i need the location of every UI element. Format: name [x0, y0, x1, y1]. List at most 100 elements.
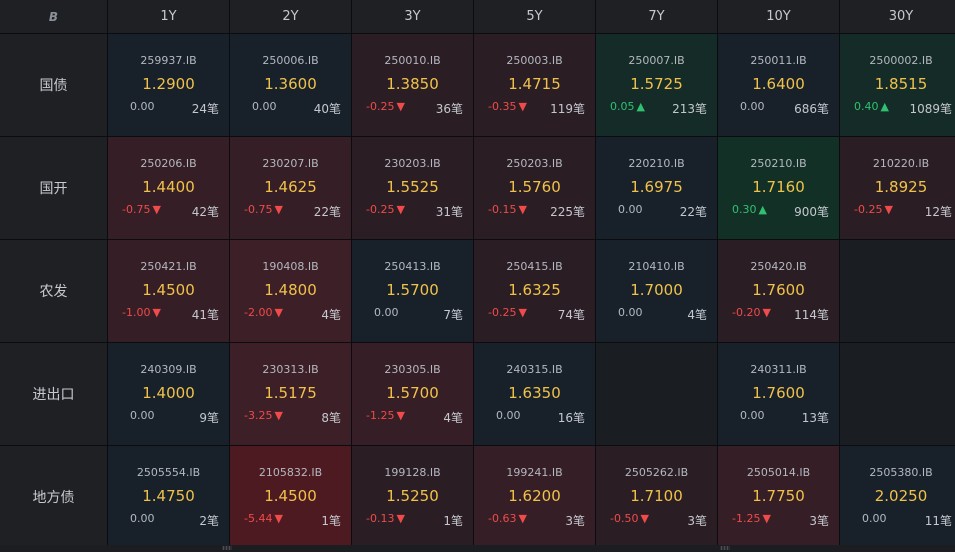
- bond-code: 210220.IB: [872, 157, 930, 170]
- trade-count: 3笔: [809, 514, 829, 528]
- quote-cell[interactable]: 250003.IB 1.4715 -0.35 ▼ 119笔: [474, 34, 595, 136]
- quote-cell[interactable]: 240309.IB 1.4000 0.00 9笔: [108, 343, 229, 445]
- quote-cell[interactable]: 250413.IB 1.5700 0.00 7笔: [352, 240, 473, 342]
- quote-cell[interactable]: 250415.IB 1.6325 -0.25 ▼ 74笔: [474, 240, 595, 342]
- trade-count: 4笔: [687, 308, 707, 322]
- yield-change: -0.15 ▼: [488, 203, 527, 216]
- quote-cell[interactable]: 199241.IB 1.6200 -0.63 ▼ 3笔: [474, 446, 595, 548]
- trade-count: 900笔: [794, 205, 829, 219]
- yield-value: 1.4400: [142, 178, 195, 196]
- quote-cell[interactable]: 259937.IB 1.2900 0.00 24笔: [108, 34, 229, 136]
- quote-cell[interactable]: 199128.IB 1.5250 -0.13 ▼ 1笔: [352, 446, 473, 548]
- down-arrow-icon: ▼: [274, 306, 283, 319]
- trade-count: 4笔: [443, 411, 463, 425]
- yield-value: 1.4500: [142, 281, 195, 299]
- change-value: -1.00: [122, 306, 151, 319]
- quote-cell[interactable]: 210220.IB 1.8925 -0.25 ▼ 12笔: [840, 137, 955, 239]
- quote-cell[interactable]: 240311.IB 1.7600 0.00 13笔: [718, 343, 839, 445]
- row-label: 农发: [0, 240, 107, 342]
- change-value: 0.40: [854, 100, 879, 113]
- change-value: 0.00: [374, 306, 399, 319]
- bond-code: 230203.IB: [384, 157, 441, 170]
- yield-value: 1.4000: [142, 384, 195, 402]
- down-arrow-icon: ▼: [518, 306, 527, 319]
- quote-cell[interactable]: 190408.IB 1.4800 -2.00 ▼ 4笔: [230, 240, 351, 342]
- quote-cell[interactable]: 240315.IB 1.6350 0.00 16笔: [474, 343, 595, 445]
- down-arrow-icon: ▼: [762, 512, 771, 525]
- yield-value: 1.5760: [508, 178, 561, 196]
- yield-change: 0.00: [740, 409, 765, 422]
- down-arrow-icon: ▼: [518, 512, 527, 525]
- change-value: 0.00: [740, 100, 765, 113]
- bond-code: 250010.IB: [384, 54, 441, 67]
- bond-code: 250210.IB: [750, 157, 807, 170]
- trade-count: 41笔: [191, 308, 219, 322]
- yield-change: -2.00 ▼: [244, 306, 283, 319]
- quote-cell[interactable]: 2105832.IB 1.4500 -5.44 ▼ 1笔: [230, 446, 351, 548]
- quote-cell[interactable]: 2505262.IB 1.7100 -0.50 ▼ 3笔: [596, 446, 717, 548]
- empty-quote-cell: [596, 343, 717, 445]
- yield-value: 1.4500: [264, 487, 317, 505]
- tenor-header-1y[interactable]: 1Y: [108, 0, 229, 33]
- yield-change: 0.00: [252, 100, 277, 113]
- quote-cell[interactable]: 230203.IB 1.5525 -0.25 ▼ 31笔: [352, 137, 473, 239]
- quote-cell[interactable]: 220210.IB 1.6975 0.00 22笔: [596, 137, 717, 239]
- quote-cell[interactable]: 250007.IB 1.5725 0.05 ▲ 213笔: [596, 34, 717, 136]
- change-value: -3.25: [244, 409, 273, 422]
- trade-count: 31笔: [435, 205, 463, 219]
- change-value: -0.75: [122, 203, 151, 216]
- quote-cell[interactable]: 2505554.IB 1.4750 0.00 2笔: [108, 446, 229, 548]
- tenor-header-7y[interactable]: 7Y: [596, 0, 717, 33]
- yield-change: -0.25 ▼: [854, 203, 893, 216]
- yield-change: -3.25 ▼: [244, 409, 283, 422]
- quote-cell[interactable]: 250420.IB 1.7600 -0.20 ▼ 114笔: [718, 240, 839, 342]
- tenor-header-10y[interactable]: 10Y: [718, 0, 839, 33]
- trade-count: 1089笔: [909, 102, 952, 116]
- yield-change: -1.25 ▼: [366, 409, 405, 422]
- change-value: -5.44: [244, 512, 273, 525]
- trade-count: 42笔: [191, 205, 219, 219]
- yield-value: 1.6975: [630, 178, 683, 196]
- tenor-header-5y[interactable]: 5Y: [474, 0, 595, 33]
- quote-cell[interactable]: 230313.IB 1.5175 -3.25 ▼ 8笔: [230, 343, 351, 445]
- tenor-header-30y[interactable]: 30Y: [840, 0, 955, 33]
- quote-cell[interactable]: 210410.IB 1.7000 0.00 4笔: [596, 240, 717, 342]
- change-value: -0.13: [366, 512, 395, 525]
- quote-cell[interactable]: 2505014.IB 1.7750 -1.25 ▼ 3笔: [718, 446, 839, 548]
- yield-value: 1.5700: [386, 384, 439, 402]
- down-arrow-icon: ▼: [884, 203, 893, 216]
- row-label: 进出口: [0, 343, 107, 445]
- down-arrow-icon: ▼: [396, 100, 405, 113]
- yield-value: 1.3600: [264, 75, 317, 93]
- yield-value: 1.7600: [752, 384, 805, 402]
- bond-code: 2500002.IB: [869, 54, 933, 67]
- bond-code: 230313.IB: [262, 363, 319, 376]
- trade-count: 4笔: [321, 308, 341, 322]
- yield-value: 1.3850: [386, 75, 439, 93]
- bond-code: 250007.IB: [628, 54, 685, 67]
- quote-cell[interactable]: 250206.IB 1.4400 -0.75 ▼ 42笔: [108, 137, 229, 239]
- tenor-header-3y[interactable]: 3Y: [352, 0, 473, 33]
- change-value: -0.15: [488, 203, 517, 216]
- quote-cell[interactable]: 250011.IB 1.6400 0.00 686笔: [718, 34, 839, 136]
- down-arrow-icon: ▼: [274, 203, 283, 216]
- resize-grip-icon[interactable]: [222, 546, 232, 550]
- up-arrow-icon: ▲: [636, 100, 645, 113]
- yield-value: 1.7000: [630, 281, 683, 299]
- quote-cell[interactable]: 250421.IB 1.4500 -1.00 ▼ 41笔: [108, 240, 229, 342]
- trade-count: 3笔: [565, 514, 585, 528]
- quote-cell[interactable]: 230305.IB 1.5700 -1.25 ▼ 4笔: [352, 343, 473, 445]
- change-value: 0.00: [618, 203, 643, 216]
- trade-count: 12笔: [924, 205, 952, 219]
- resize-grip-icon[interactable]: [720, 546, 730, 550]
- quote-cell[interactable]: 250203.IB 1.5760 -0.15 ▼ 225笔: [474, 137, 595, 239]
- quote-cell[interactable]: 250210.IB 1.7160 0.30 ▲ 900笔: [718, 137, 839, 239]
- quote-cell[interactable]: 230207.IB 1.4625 -0.75 ▼ 22笔: [230, 137, 351, 239]
- down-arrow-icon: ▼: [640, 512, 649, 525]
- quote-cell[interactable]: 250006.IB 1.3600 0.00 40笔: [230, 34, 351, 136]
- quote-cell[interactable]: 2500002.IB 1.8515 0.40 ▲ 1089笔: [840, 34, 955, 136]
- quote-cell[interactable]: 250010.IB 1.3850 -0.25 ▼ 36笔: [352, 34, 473, 136]
- quote-cell[interactable]: 2505380.IB 2.0250 0.00 11笔: [840, 446, 955, 548]
- change-value: 0.30: [732, 203, 757, 216]
- tenor-header-2y[interactable]: 2Y: [230, 0, 351, 33]
